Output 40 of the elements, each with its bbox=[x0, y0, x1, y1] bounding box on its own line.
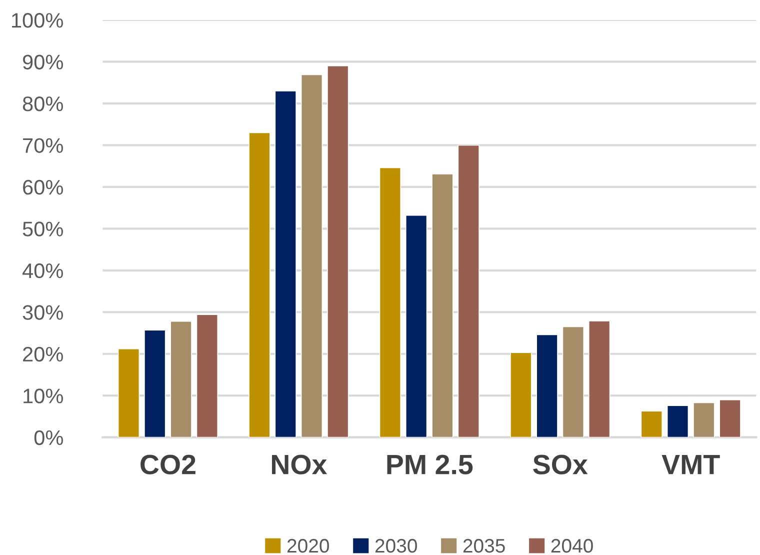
x-tick-label: CO2 bbox=[140, 454, 196, 474]
bar bbox=[458, 144, 480, 438]
y-tick-label: 40% bbox=[22, 263, 63, 278]
bar bbox=[118, 348, 140, 438]
bar bbox=[588, 320, 610, 438]
y-tick-label: 0% bbox=[34, 430, 63, 446]
bar bbox=[144, 330, 166, 438]
bar bbox=[405, 214, 428, 438]
legend-label: 2035 bbox=[463, 538, 505, 553]
bar bbox=[379, 167, 402, 438]
y-tick-label: 100% bbox=[12, 12, 63, 28]
x-tick-label: VMT bbox=[662, 455, 720, 474]
bar bbox=[327, 65, 349, 438]
bar bbox=[640, 410, 662, 438]
y-tick-label: 10% bbox=[24, 388, 63, 404]
y-tick-label: 70% bbox=[23, 138, 63, 153]
x-tick-label: PM 2.5 bbox=[387, 454, 473, 474]
x-tick-label: SOx bbox=[533, 454, 588, 474]
bar bbox=[300, 74, 323, 438]
bar bbox=[248, 132, 270, 438]
y-tick-label: 90% bbox=[22, 54, 63, 70]
y-tick-label: 80% bbox=[22, 96, 63, 112]
legend-label: 2030 bbox=[375, 538, 417, 553]
y-tick-label: 30% bbox=[22, 305, 63, 320]
bar bbox=[510, 352, 532, 438]
bar bbox=[536, 334, 558, 438]
bar bbox=[693, 402, 715, 438]
legend-label: 2040 bbox=[551, 538, 593, 553]
y-tick-label: 20% bbox=[23, 346, 63, 362]
bar bbox=[432, 174, 454, 438]
bar bbox=[719, 399, 741, 438]
bar bbox=[666, 405, 689, 438]
bar bbox=[170, 320, 192, 438]
x-tick-label: NOx bbox=[272, 454, 328, 474]
bar bbox=[196, 314, 218, 438]
bar bbox=[274, 90, 296, 438]
y-tick-label: 50% bbox=[22, 222, 63, 236]
legend-label: 2020 bbox=[287, 538, 330, 553]
y-tick-label: 60% bbox=[23, 180, 63, 195]
bar bbox=[562, 326, 584, 438]
